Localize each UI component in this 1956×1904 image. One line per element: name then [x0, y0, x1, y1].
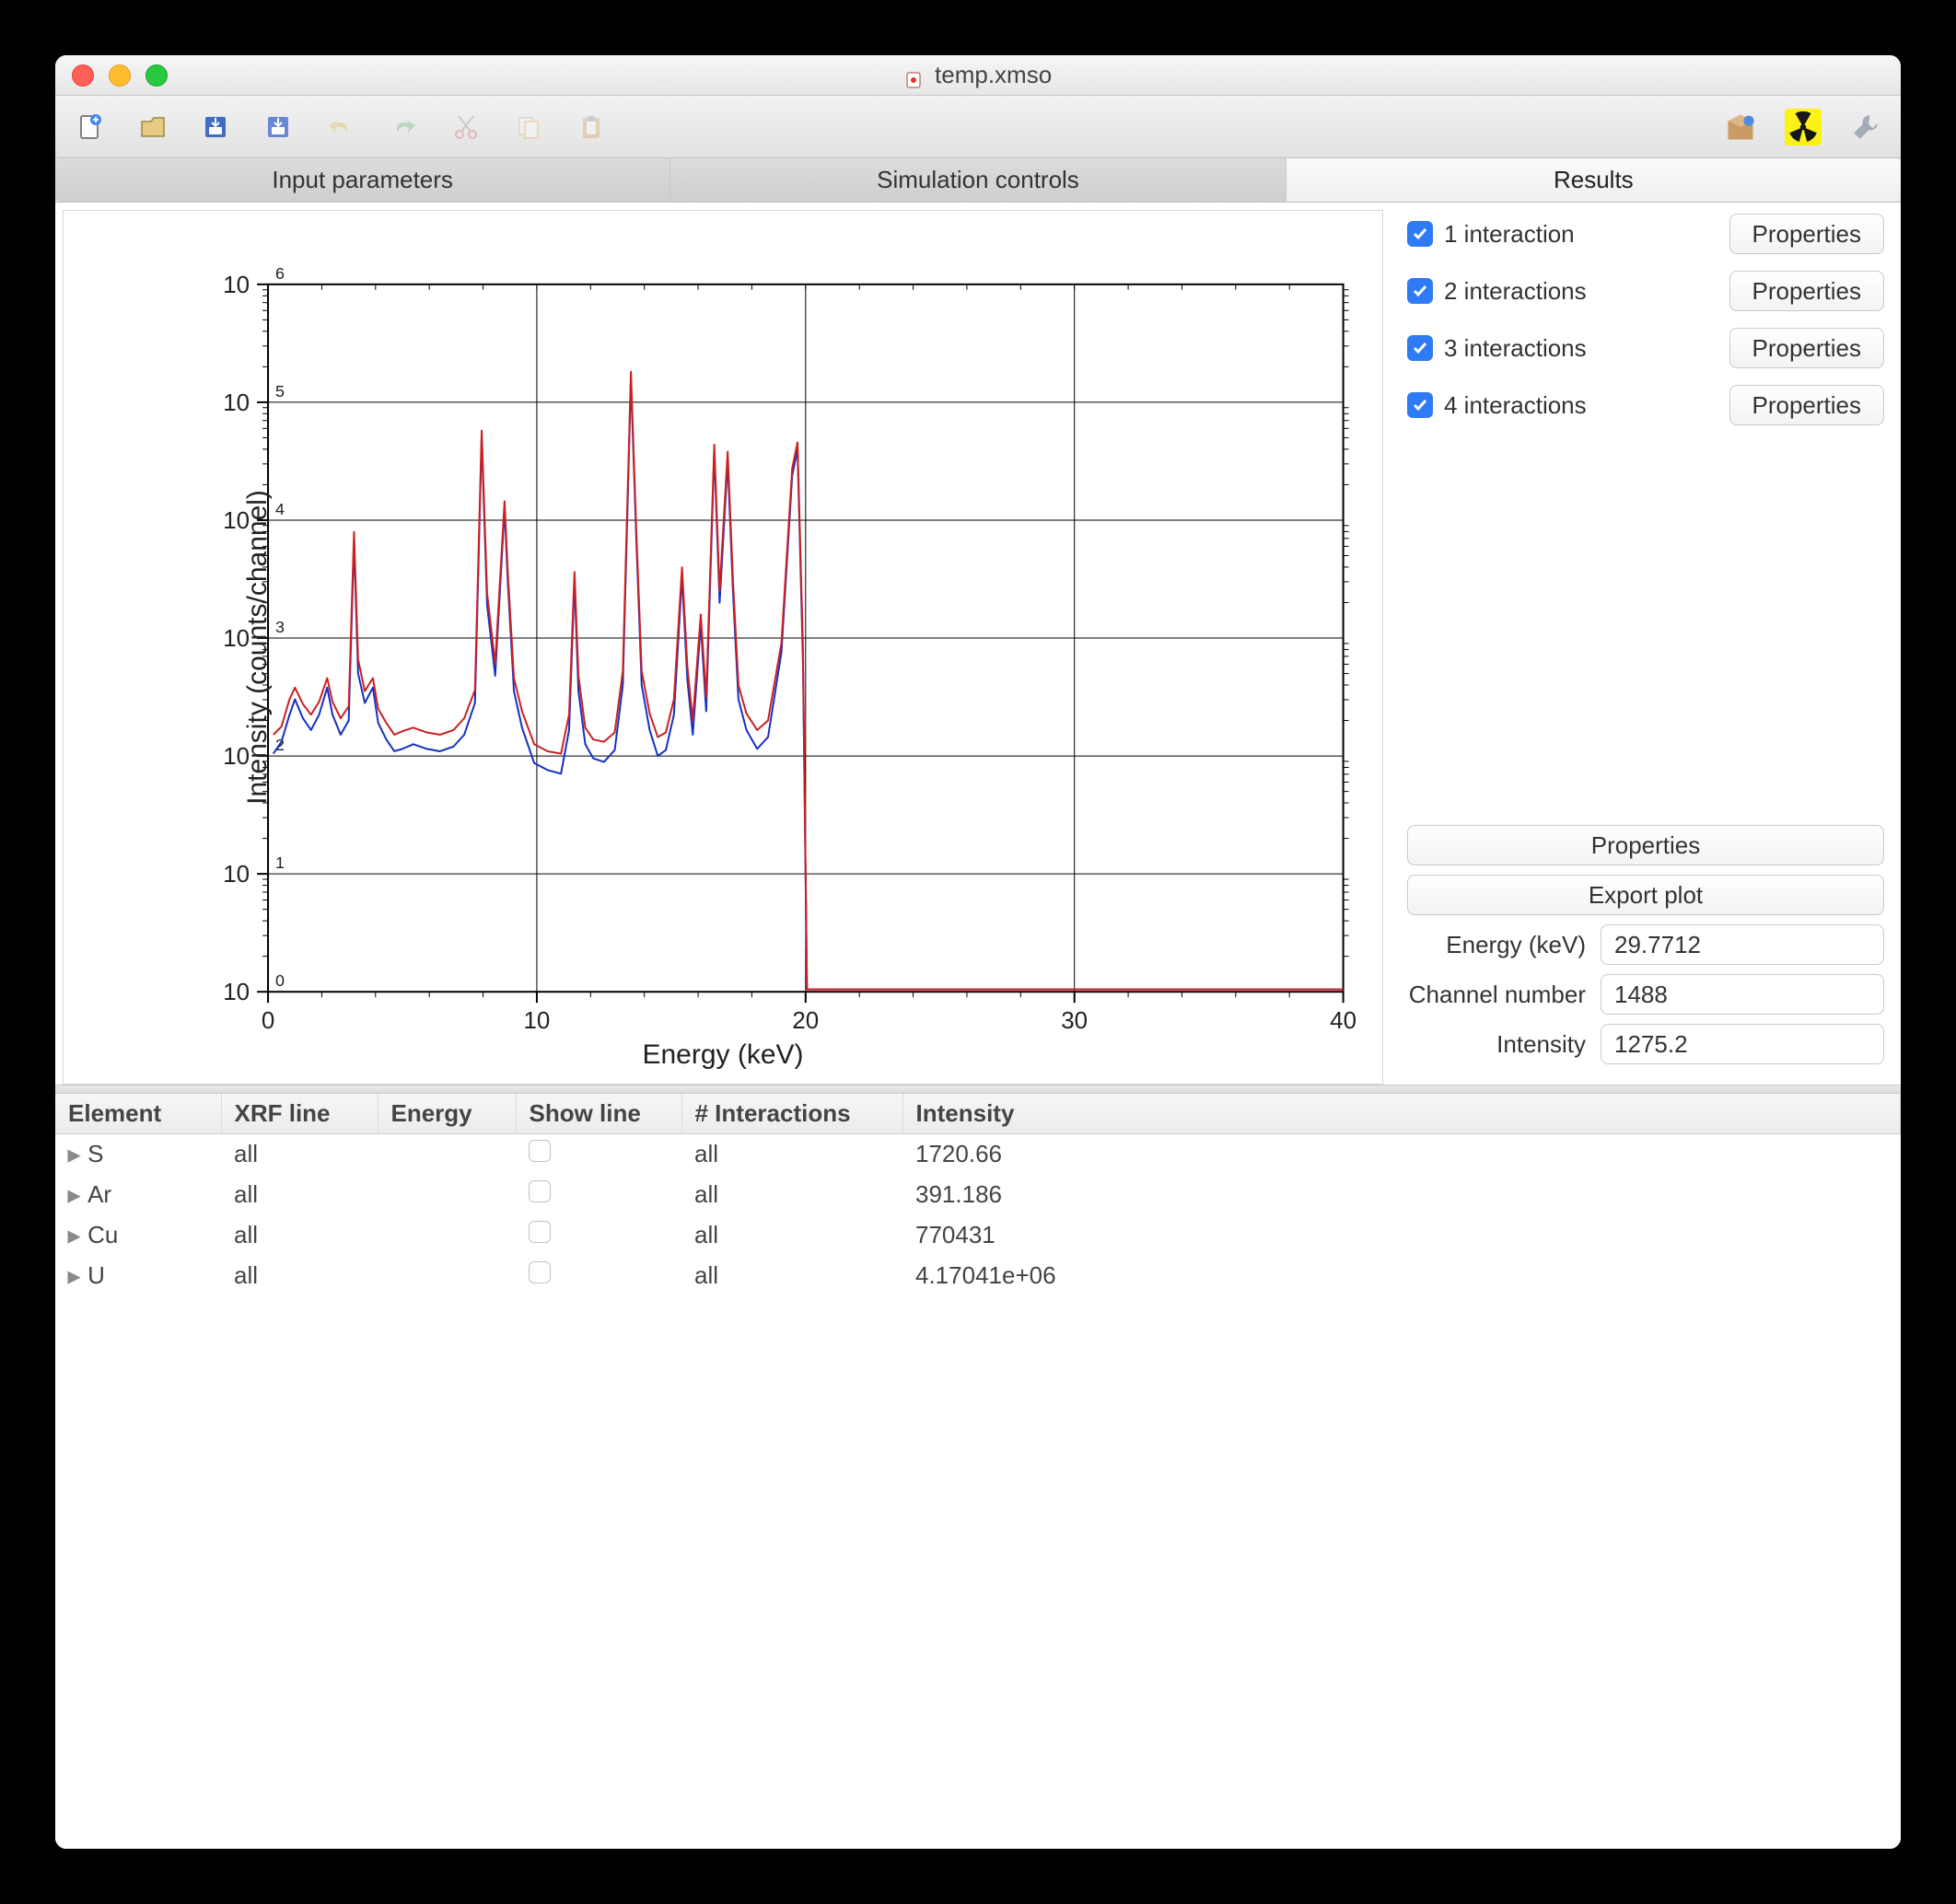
svg-text:10: 10 — [223, 273, 250, 298]
copy-icon[interactable] — [510, 109, 547, 145]
showline-checkbox[interactable] — [529, 1180, 551, 1202]
svg-text:3: 3 — [275, 618, 285, 636]
svg-text:20: 20 — [792, 1008, 819, 1034]
document-icon — [904, 67, 923, 86]
table-row[interactable]: ▸Sallall1720.66 — [55, 1134, 1901, 1175]
disclosure-icon[interactable]: ▸ — [67, 1178, 80, 1210]
svg-text:40: 40 — [1330, 1008, 1356, 1034]
interaction-checkbox[interactable] — [1407, 392, 1433, 418]
interaction-properties-button[interactable]: Properties — [1729, 271, 1885, 311]
tab-simulation-controls[interactable]: Simulation controls — [670, 158, 1286, 202]
svg-text:0: 0 — [262, 1008, 274, 1034]
interaction-row: 4 interactions Properties — [1407, 385, 1884, 425]
table-row[interactable]: ▸Cuallall770431 — [55, 1215, 1901, 1256]
table-area: ElementXRF lineEnergyShow line# Interact… — [55, 1094, 1901, 1849]
horizontal-splitter[interactable] — [55, 1085, 1901, 1094]
disclosure-icon[interactable]: ▸ — [67, 1260, 80, 1291]
showline-checkbox[interactable] — [529, 1140, 551, 1162]
showline-checkbox[interactable] — [529, 1221, 551, 1243]
cut-icon[interactable] — [448, 109, 484, 145]
svg-text:10: 10 — [223, 390, 250, 416]
table-header[interactable]: XRF line — [221, 1094, 378, 1134]
undo-icon[interactable] — [322, 109, 359, 145]
svg-text:1: 1 — [275, 853, 285, 872]
interaction-checkbox[interactable] — [1407, 221, 1433, 247]
energy-label: Energy (keV) — [1407, 931, 1591, 959]
interaction-checkbox[interactable] — [1407, 278, 1433, 304]
titlebar: temp.xmso — [55, 55, 1901, 96]
interaction-properties-button[interactable]: Properties — [1729, 214, 1885, 254]
interaction-row: 2 interactions Properties — [1407, 271, 1884, 311]
save-icon[interactable] — [197, 109, 234, 145]
window-title: temp.xmso — [55, 61, 1901, 89]
new-file-icon[interactable] — [72, 109, 109, 145]
export-plot-button[interactable]: Export plot — [1407, 875, 1884, 915]
svg-text:10: 10 — [223, 980, 250, 1005]
svg-text:10: 10 — [223, 862, 250, 888]
interaction-label: 2 interactions — [1444, 277, 1587, 306]
interaction-label: 3 interactions — [1444, 334, 1587, 363]
disclosure-icon[interactable]: ▸ — [67, 1138, 80, 1169]
intensity-label: Intensity — [1407, 1030, 1591, 1059]
properties-button[interactable]: Properties — [1407, 825, 1884, 865]
radiation-icon[interactable] — [1785, 109, 1822, 145]
main-area: 010203040100101102103104105106 Intensity… — [55, 203, 1901, 1849]
energy-value[interactable]: 29.7712 — [1601, 924, 1884, 965]
table-header[interactable]: Show line — [516, 1094, 681, 1134]
table-header[interactable]: Element — [55, 1094, 221, 1134]
wrench-icon[interactable] — [1847, 109, 1884, 145]
tabbar: Input parameters Simulation controls Res… — [55, 158, 1901, 203]
interaction-label: 4 interactions — [1444, 391, 1587, 420]
table-row[interactable]: ▸Uallall4.17041e+06 — [55, 1256, 1901, 1296]
table-header[interactable]: Energy — [378, 1094, 516, 1134]
save-as-icon[interactable] — [260, 109, 297, 145]
svg-text:6: 6 — [275, 264, 285, 283]
channel-label: Channel number — [1407, 981, 1591, 1009]
disclosure-icon[interactable]: ▸ — [67, 1219, 80, 1250]
intensity-value[interactable]: 1275.2 — [1601, 1024, 1884, 1064]
chart-panel: 010203040100101102103104105106 Intensity… — [55, 203, 1391, 1085]
tab-input-parameters[interactable]: Input parameters — [55, 158, 670, 202]
redo-icon[interactable] — [385, 109, 422, 145]
svg-text:0: 0 — [275, 971, 285, 990]
channel-value[interactable]: 1488 — [1601, 974, 1884, 1015]
interaction-row: 1 interaction Properties — [1407, 214, 1884, 254]
interaction-properties-button[interactable]: Properties — [1729, 385, 1885, 425]
table-header[interactable]: # Interactions — [681, 1094, 902, 1134]
svg-text:30: 30 — [1061, 1008, 1088, 1034]
y-axis-label: Intensity (counts/channel) — [242, 490, 274, 805]
toolbar — [55, 96, 1901, 158]
svg-text:5: 5 — [275, 382, 285, 401]
app-window: temp.xmso Input parameters Simulation co… — [55, 55, 1901, 1849]
showline-checkbox[interactable] — [529, 1261, 551, 1283]
interaction-label: 1 interaction — [1444, 220, 1575, 249]
element-table: ElementXRF lineEnergyShow line# Interact… — [55, 1094, 1901, 1296]
svg-text:10: 10 — [523, 1008, 550, 1034]
chart-frame: 010203040100101102103104105106 Intensity… — [63, 210, 1383, 1085]
table-header[interactable]: Intensity — [902, 1094, 1901, 1134]
side-panel: 1 interaction Properties 2 interactions Pro… — [1391, 203, 1901, 1085]
table-row[interactable]: ▸Arallall391.186 — [55, 1175, 1901, 1215]
svg-text:4: 4 — [275, 500, 285, 518]
interaction-checkbox[interactable] — [1407, 335, 1433, 361]
pkg-icon[interactable] — [1722, 109, 1759, 145]
open-file-icon[interactable] — [134, 109, 171, 145]
tab-results[interactable]: Results — [1287, 158, 1901, 202]
x-axis-label: Energy (keV) — [64, 1039, 1382, 1071]
paste-icon[interactable] — [573, 109, 610, 145]
interaction-properties-button[interactable]: Properties — [1729, 328, 1885, 368]
interaction-row: 3 interactions Properties — [1407, 328, 1884, 368]
